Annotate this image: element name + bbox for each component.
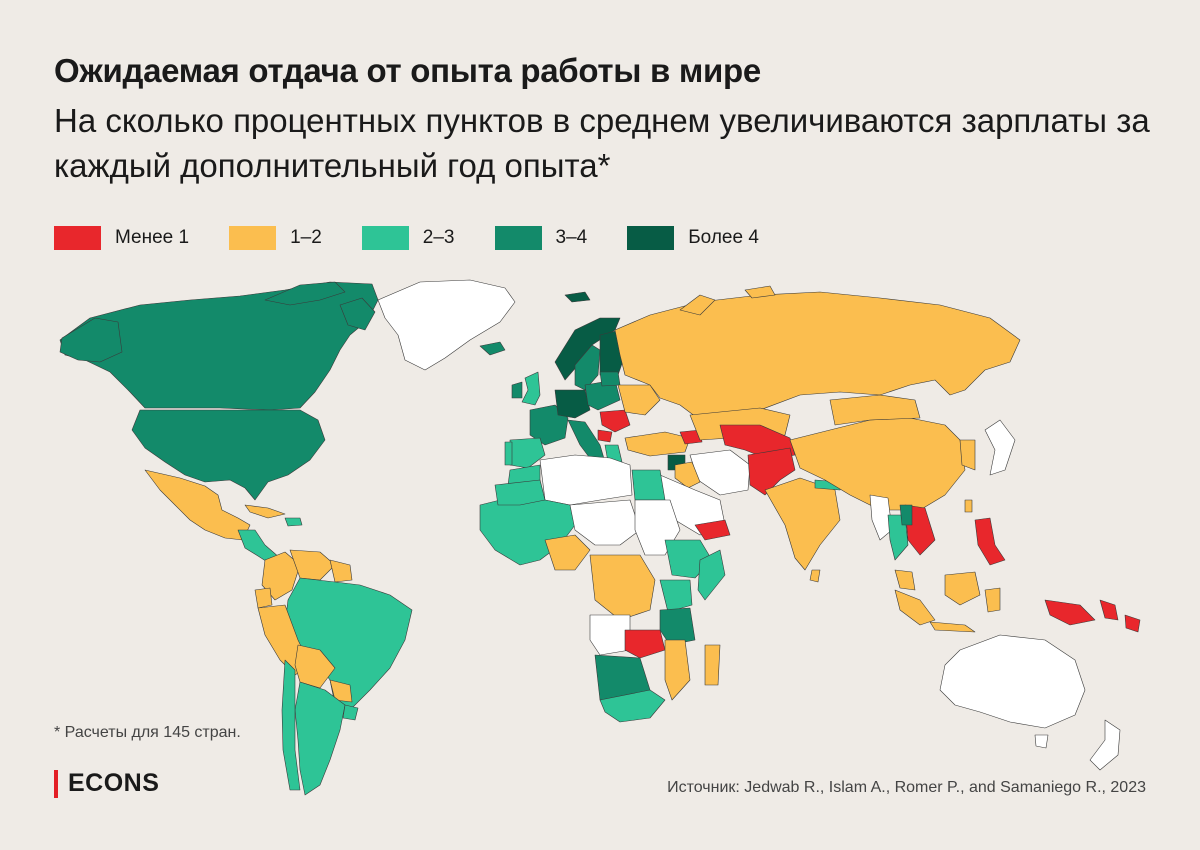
ireland xyxy=(511,381,523,399)
borneo xyxy=(944,571,981,606)
philippines xyxy=(974,517,1006,566)
iraq xyxy=(674,461,701,489)
uk xyxy=(521,371,541,406)
footnote: * Расчеты для 145 стран. xyxy=(54,724,241,741)
brand-logo: ECONS xyxy=(54,769,159,798)
usa xyxy=(131,409,326,501)
canada-arctic-islands xyxy=(264,281,346,306)
legend-item-more-4: Более 4 xyxy=(627,226,759,250)
yemen xyxy=(694,519,731,541)
taiwan xyxy=(964,499,973,513)
portugal xyxy=(504,441,513,466)
pacific-islands-red xyxy=(1099,599,1119,621)
algeria-libya xyxy=(539,454,633,506)
somalia xyxy=(697,549,726,601)
legend-swatch xyxy=(627,226,675,250)
laos xyxy=(899,504,913,526)
hispaniola xyxy=(284,517,303,527)
cuba xyxy=(244,504,286,519)
zambia xyxy=(624,629,666,659)
legend-swatch xyxy=(229,226,277,250)
indonesia-sumatra xyxy=(894,589,936,626)
world-map xyxy=(59,279,1141,796)
chile xyxy=(281,659,301,791)
svalbard xyxy=(564,291,591,303)
legend-swatch xyxy=(494,226,542,250)
legend-label: 3–4 xyxy=(555,227,588,248)
germany-benelux xyxy=(554,389,591,419)
chart-subtitle: На сколько процентных пунктов в среднем … xyxy=(54,102,1150,184)
new-zealand xyxy=(1089,719,1121,771)
central-africa xyxy=(589,554,656,621)
mozambique xyxy=(664,639,691,701)
myanmar xyxy=(869,494,893,541)
india xyxy=(764,477,841,571)
iceland xyxy=(479,341,506,356)
novaya-zemlya xyxy=(679,294,716,316)
canada xyxy=(59,281,379,411)
australia xyxy=(939,634,1086,729)
nigeria xyxy=(544,534,591,571)
iran xyxy=(689,449,751,496)
mongolia xyxy=(829,394,921,426)
brand-bar xyxy=(54,769,58,798)
afghanistan-pakistan xyxy=(747,447,796,496)
source-note: Источник: Jedwab R., Islam A., Romer P.,… xyxy=(667,779,1146,796)
legend-label: Более 4 xyxy=(688,227,759,248)
legend-item-less-1: Менее 1 xyxy=(54,226,189,250)
ecuador xyxy=(254,587,273,609)
spain xyxy=(509,437,546,469)
egypt xyxy=(631,469,666,501)
indonesia-java xyxy=(929,621,976,633)
venezuela xyxy=(289,549,336,581)
sulawesi xyxy=(984,587,1001,613)
niger-chad xyxy=(569,499,641,546)
south-africa xyxy=(599,689,666,723)
turkey xyxy=(624,431,691,457)
legend-swatch xyxy=(361,226,409,250)
colombia xyxy=(261,551,301,601)
brand-name: ECONS xyxy=(68,769,160,797)
sri-lanka xyxy=(809,569,821,583)
legend-label: 1–2 xyxy=(290,227,322,248)
russia-arctic-isles xyxy=(744,285,776,299)
legend-item-3-4: 3–4 xyxy=(494,226,588,250)
papua-new-guinea xyxy=(1044,599,1096,626)
sweden xyxy=(574,344,601,391)
caucasus xyxy=(679,429,703,445)
malaysia xyxy=(894,569,916,591)
chart-title: Ожидаемая отдача от опыта работы в мире xyxy=(54,52,761,89)
kenya-uganda xyxy=(659,579,693,613)
vietnam-cambodia xyxy=(904,504,936,556)
legend-label: Менее 1 xyxy=(115,227,190,248)
tasmania xyxy=(1034,734,1049,749)
angola xyxy=(589,614,631,656)
madagascar xyxy=(704,644,721,686)
pacific-islands-red-2 xyxy=(1124,614,1141,633)
uruguay xyxy=(342,704,359,721)
legend-label: 2–3 xyxy=(422,227,455,248)
legend-item-1-2: 1–2 xyxy=(229,226,322,250)
legend-swatch xyxy=(54,226,101,250)
guianas xyxy=(329,559,353,583)
russia xyxy=(614,291,1021,421)
argentina xyxy=(294,681,346,796)
japan xyxy=(984,419,1016,476)
paraguay xyxy=(329,679,353,703)
greenland xyxy=(377,279,516,371)
serbia xyxy=(597,429,613,443)
tanzania xyxy=(659,607,696,646)
canada-baffin xyxy=(339,297,376,331)
ukraine xyxy=(617,384,661,416)
legend-item-2-3: 2–3 xyxy=(361,226,455,250)
legend: Менее 1 1–2 2–3 3–4 Более 4 xyxy=(54,226,799,250)
balkans-red xyxy=(599,409,631,433)
mauritania-mali xyxy=(494,479,546,506)
alaska xyxy=(59,317,123,363)
baltics xyxy=(599,371,621,387)
korea xyxy=(959,439,976,471)
bolivia xyxy=(294,644,336,689)
